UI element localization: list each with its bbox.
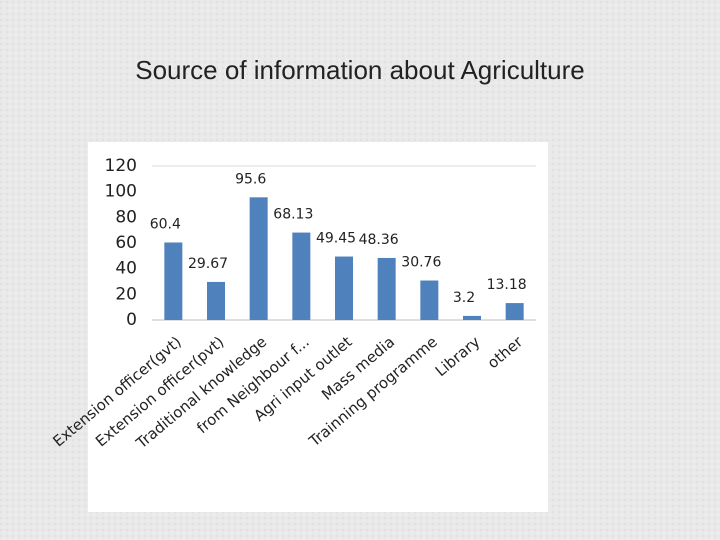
value-label: 3.2 xyxy=(453,290,475,306)
value-label: 49.45 xyxy=(316,231,356,247)
y-tick-label: 60 xyxy=(115,233,137,253)
bar xyxy=(505,303,524,320)
value-label: 48.36 xyxy=(359,232,399,248)
value-label: 95.6 xyxy=(235,171,266,187)
chart-area xyxy=(88,142,548,512)
y-tick-label: 100 xyxy=(105,182,137,202)
bar xyxy=(463,315,481,320)
value-label: 30.76 xyxy=(401,255,441,271)
bar xyxy=(207,281,225,320)
y-tick-label: 40 xyxy=(115,259,137,279)
y-tick-label: 80 xyxy=(115,207,137,227)
bar xyxy=(164,242,183,320)
bar xyxy=(420,280,439,320)
y-tick-label: 0 xyxy=(126,310,137,330)
value-label: 60.4 xyxy=(150,216,181,232)
bar xyxy=(377,257,396,320)
value-label: 68.13 xyxy=(273,207,313,223)
bar xyxy=(335,256,353,320)
bar xyxy=(292,232,311,320)
bar xyxy=(249,197,268,320)
chart-title: Source of information about Agriculture xyxy=(135,55,584,85)
y-tick-label: 20 xyxy=(115,284,137,304)
value-label: 13.18 xyxy=(487,277,527,293)
value-label: 29.67 xyxy=(188,256,228,272)
y-tick-label: 120 xyxy=(105,156,137,176)
